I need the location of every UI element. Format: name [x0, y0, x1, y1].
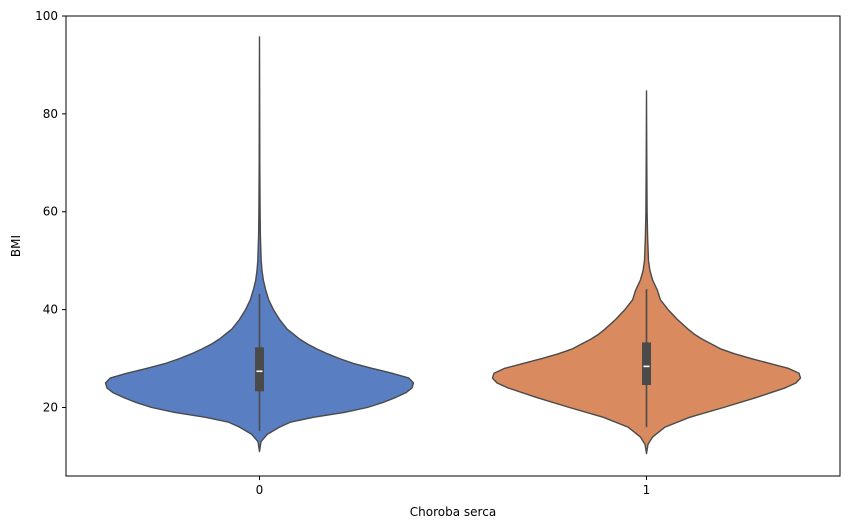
violins-layer	[104, 36, 802, 455]
y-tick-label: 20	[43, 400, 58, 414]
y-axis-label: BMI	[9, 235, 23, 257]
violin-iqr-box-1	[642, 342, 651, 385]
plot-frame	[65, 15, 841, 477]
y-axis-ticks: 20 40 60 80 100	[35, 9, 66, 414]
violin-iqr-box-0	[255, 347, 264, 392]
violin-body-1	[491, 90, 802, 455]
y-tick-label: 60	[43, 205, 58, 219]
x-axis-label: Choroba serca	[410, 505, 496, 519]
y-tick-label: 40	[43, 303, 58, 317]
x-tick-label: 1	[643, 483, 651, 497]
x-tick-label: 0	[256, 483, 264, 497]
y-tick-label: 80	[43, 107, 58, 121]
violin-body-0	[104, 36, 415, 453]
y-tick-label: 100	[35, 9, 58, 23]
